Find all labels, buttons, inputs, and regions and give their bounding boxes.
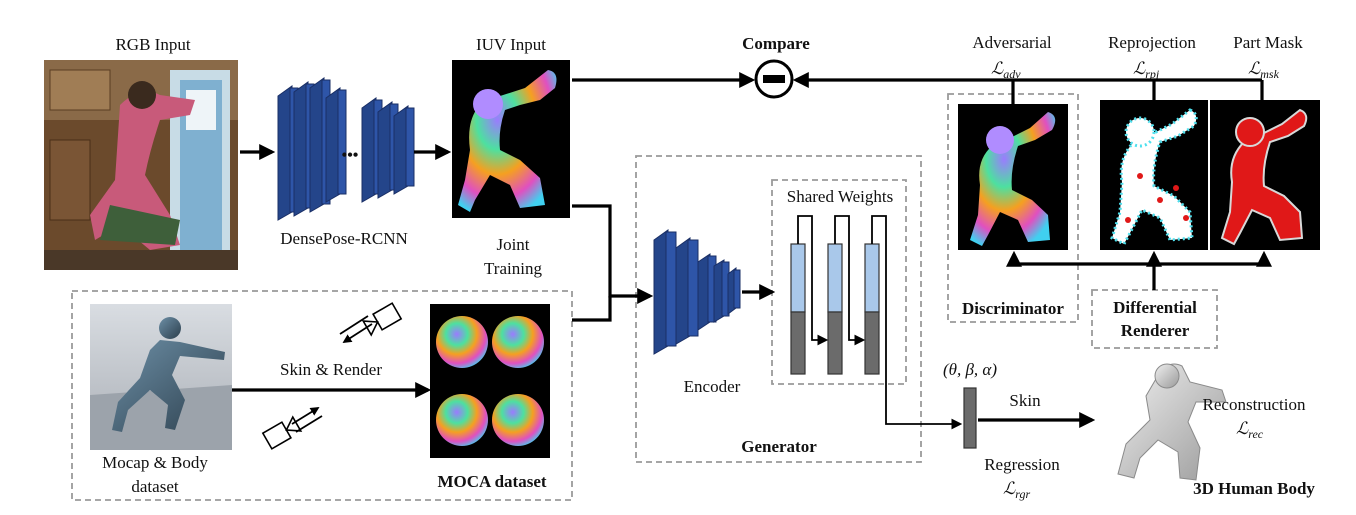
regressor-block (790, 243, 806, 375)
loss-rpj: ℒrpj (1133, 59, 1160, 81)
moca-dataset-image (430, 304, 550, 458)
generator-panel (635, 155, 922, 463)
differential-label-2: Renderer (1121, 321, 1190, 340)
loss-rec: ℒrec (1236, 419, 1264, 441)
mocap-label-2: dataset (131, 477, 178, 496)
renderer-to-msk-arrow (1154, 250, 1272, 267)
iuv-input-image (452, 60, 570, 218)
joint-training-label-1: Joint (496, 235, 529, 254)
encoder-layer (727, 267, 741, 315)
regression-params-bar (963, 387, 977, 449)
skin-label: Skin (1009, 391, 1041, 410)
reconstruction-label: Reconstruction (1203, 395, 1306, 414)
encoder-layer (697, 253, 717, 331)
moca-dataset-label: MOCA dataset (437, 472, 546, 491)
loss-adv: ℒadv (991, 59, 1021, 81)
reprojection-image (1100, 100, 1208, 250)
mocap-dataset-panel (71, 290, 573, 501)
adversarial-label: Adversarial (972, 33, 1052, 52)
densepose-layer (325, 87, 347, 203)
loss-msk: ℒmsk (1248, 59, 1280, 81)
differential-label-1: Differential (1113, 298, 1197, 317)
mocap-label-1: Mocap & Body (102, 453, 208, 472)
regressor-block (827, 243, 843, 375)
mocap-body-image (90, 304, 232, 450)
rgb-input-label: RGB Input (115, 35, 190, 54)
shared-weights-label: Shared Weights (787, 187, 893, 206)
encoder-network (653, 229, 741, 355)
skin-render-label: Skin & Render (280, 360, 382, 379)
shared-weights-box (771, 179, 907, 385)
renderer-to-adv-arrow (1006, 250, 1156, 290)
part-mask-label: Part Mask (1233, 33, 1303, 52)
encoder-layer (713, 259, 730, 323)
output-arrow (871, 215, 963, 430)
camera-ray (339, 315, 369, 335)
encoder-label: Encoder (684, 377, 741, 396)
encoder-layer (653, 229, 677, 355)
joint-training-label-2: Training (484, 259, 542, 278)
discriminator-label: Discriminator (962, 299, 1064, 318)
iteration-arrow (797, 215, 829, 346)
encoder-layer (675, 237, 699, 345)
compare-label: Compare (742, 34, 810, 53)
moca-to-encoder-arrow (572, 296, 612, 322)
params-label: (θ, β, α) (943, 360, 997, 379)
iuv-input-label: IUV Input (476, 35, 546, 54)
regression-label: Regression (984, 455, 1060, 474)
3d-human-body-image (1117, 363, 1227, 481)
part-mask-image (1210, 100, 1320, 250)
generator-label: Generator (741, 437, 817, 456)
regressor-block (864, 243, 880, 375)
densepose-label: DensePose-RCNN (280, 229, 408, 248)
minus-bar (763, 75, 785, 83)
adversarial-iuv-image (958, 104, 1068, 250)
camera-ray (291, 407, 320, 425)
iteration-arrow (834, 215, 866, 346)
iuv-to-encoder-arrow (572, 204, 654, 304)
camera-ray (295, 415, 323, 433)
loss-rgr: ℒrgr (1003, 479, 1030, 501)
reprojection-label: Reprojection (1108, 33, 1196, 52)
camera-ray (342, 323, 373, 343)
3d-human-body-label: 3D Human Body (1193, 479, 1315, 498)
camera-icon (361, 302, 403, 337)
densepose-layer (393, 105, 415, 195)
rgb-input-image (44, 60, 238, 270)
densepose-network (277, 77, 415, 221)
ellipsis-dots: ••• (342, 147, 359, 164)
